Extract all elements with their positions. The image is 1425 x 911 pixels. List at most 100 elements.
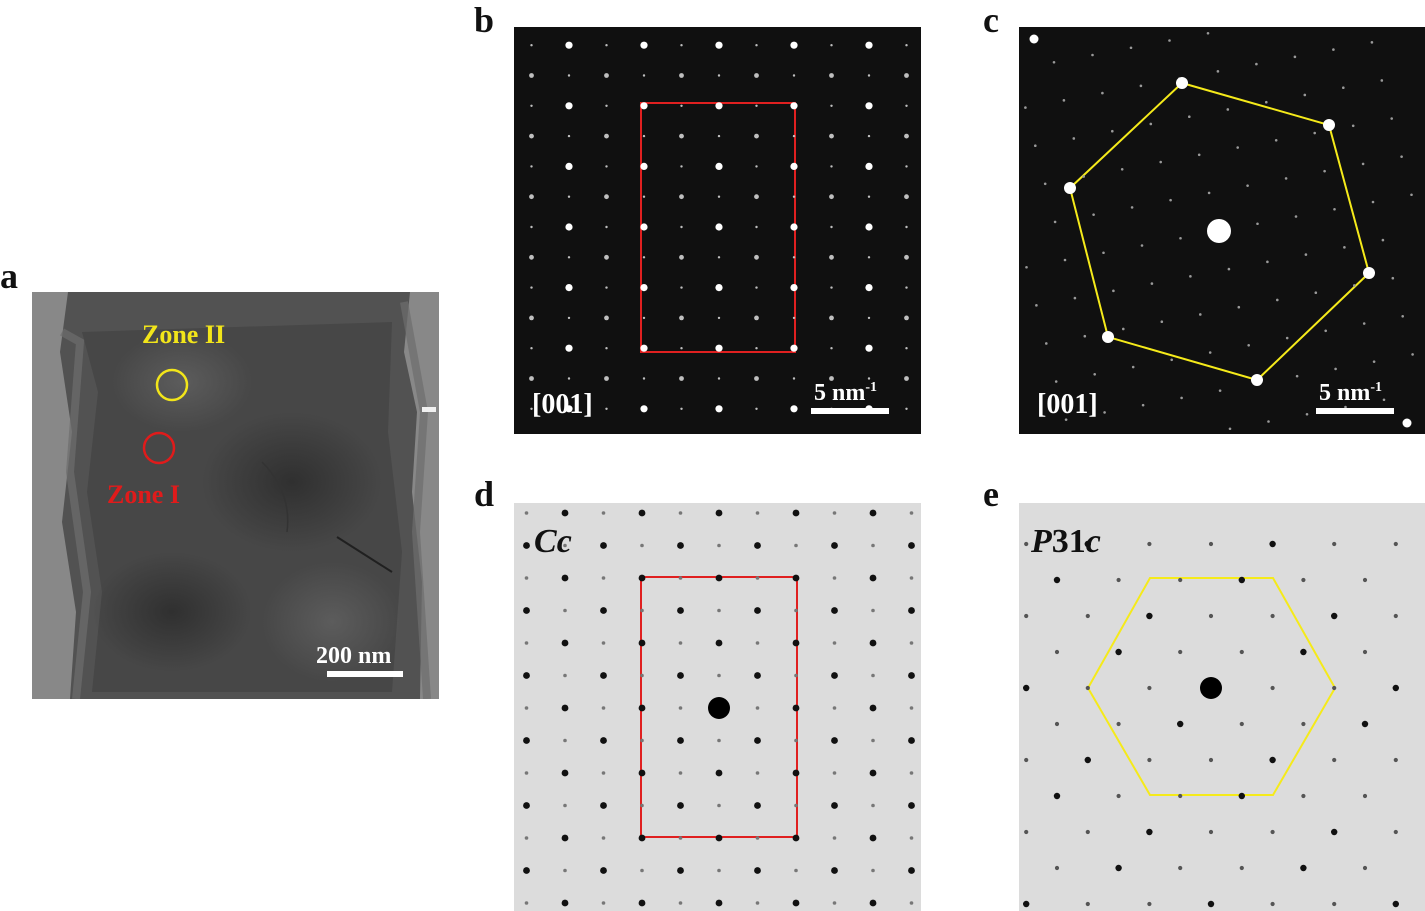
simulated-spot: [1332, 541, 1337, 547]
diffraction-spot: [755, 104, 758, 108]
simulated-spot: [1178, 865, 1183, 871]
simulated-spot: [524, 901, 529, 905]
diffraction-spot: [904, 315, 909, 321]
diffraction-spot: [790, 344, 798, 352]
diffraction-spot: [905, 165, 908, 168]
simulated-spot: [561, 509, 569, 517]
simulated-spot: [755, 576, 760, 580]
diffraction-spot: [605, 225, 608, 229]
simulated-spot: [638, 769, 646, 777]
diffraction-spot: [640, 284, 648, 292]
simulated-spot: [832, 901, 837, 905]
diffraction-spot: [1276, 298, 1279, 302]
simulated-spot: [638, 639, 646, 647]
diffraction-spot: [1382, 398, 1386, 402]
simulated-spot: [638, 509, 646, 517]
diffraction-spot: [1083, 334, 1087, 338]
diffraction-spot: [905, 286, 908, 289]
diffraction-spot: [754, 315, 759, 321]
diffraction-spot: [1332, 48, 1335, 51]
diffraction-spot: [865, 344, 873, 352]
simulated-spot: [755, 836, 760, 840]
simulated-spot: [1238, 792, 1245, 800]
diffraction-spot: [1381, 238, 1385, 242]
zone-i-label: Zone I: [107, 480, 180, 509]
diffraction-spot: [829, 73, 834, 78]
diffraction-spot: [529, 73, 534, 78]
simulated-spot: [869, 574, 877, 582]
diffraction-spot: [904, 133, 909, 139]
scale-value-c: 5 nm: [1319, 380, 1371, 406]
simulated-spot: [715, 574, 723, 582]
diffraction-spot: [1169, 198, 1172, 202]
diffraction-spot: [530, 286, 533, 289]
diffraction-spot: [1411, 353, 1414, 356]
diffraction-spot: [605, 347, 608, 350]
simulated-spot: [792, 509, 800, 517]
diffraction-spot: [1168, 39, 1171, 42]
diffraction-panel-c: [001] 5 nm-1: [1019, 27, 1425, 434]
diffraction-spot: [790, 284, 798, 292]
simulated-spot: [561, 834, 569, 842]
central-beam-spot: [708, 697, 730, 719]
simulated-spot: [1178, 793, 1183, 799]
simulated-spot: [638, 899, 646, 907]
diffraction-spot: [640, 41, 648, 49]
panel-letter-b: b: [474, 0, 495, 40]
simulated-spot: [908, 867, 915, 874]
diffraction-spot: [679, 315, 684, 321]
diffraction-spot: [1131, 365, 1135, 369]
simulated-spot: [755, 511, 760, 515]
diffraction-spot: [1092, 213, 1095, 216]
diffraction-spot: [680, 225, 683, 229]
diffraction-spot: [1304, 253, 1308, 256]
diffraction-spot: [567, 134, 571, 138]
diffraction-spot: [680, 347, 683, 350]
diffraction-spot: [755, 225, 758, 229]
simulated-spot: [1085, 613, 1090, 619]
simulated-spot: [1115, 648, 1122, 656]
diffraction-spot: [830, 104, 833, 108]
diffraction-spot: [905, 44, 908, 47]
diffraction-spot: [792, 134, 796, 138]
simulated-spot: [794, 608, 798, 613]
simulated-spot: [717, 608, 721, 613]
diffraction-spot: [1150, 282, 1154, 285]
simulated-spot: [1146, 828, 1153, 836]
diffraction-spot: [1372, 360, 1376, 363]
simulated-spot: [601, 901, 606, 905]
diffraction-spot: [1401, 315, 1404, 318]
diffraction-spot: [1139, 84, 1143, 88]
bright-spot: [1029, 34, 1039, 44]
scale-exponent-c: -1: [1370, 380, 1383, 395]
diffraction-spot: [1313, 131, 1316, 135]
simulated-spot: [600, 802, 607, 809]
diffraction-spot: [1255, 62, 1258, 66]
simulated-spot: [869, 639, 877, 647]
simulated-spot: [792, 574, 800, 582]
diffraction-spot: [1122, 327, 1125, 331]
diffraction-spot: [605, 104, 608, 108]
simulated-pattern-e: [1023, 540, 1399, 908]
simulated-spot: [1178, 577, 1183, 583]
simulated-spot: [1116, 793, 1121, 799]
diffraction-spot: [1342, 86, 1345, 89]
simulated-spot: [640, 543, 644, 548]
diffraction-spot: [1112, 289, 1115, 293]
simulated-spot: [909, 771, 914, 775]
simulated-spot: [601, 641, 606, 645]
diffraction-spot: [1256, 222, 1259, 226]
simulated-spot: [1054, 649, 1060, 655]
central-beam-spot: [1200, 677, 1222, 699]
simulated-spot: [871, 803, 875, 808]
simulated-spot: [1332, 901, 1337, 907]
diffraction-spot: [1130, 206, 1134, 209]
zone-axis-label-c: [001]: [1037, 389, 1098, 420]
diffraction-spot: [829, 376, 834, 381]
simulated-spot: [754, 737, 761, 744]
diffraction-spot: [717, 134, 721, 138]
simulated-spot: [1208, 757, 1214, 763]
diffraction-spot: [1091, 53, 1094, 57]
simulated-spot: [908, 672, 915, 679]
diffraction-spot: [1227, 267, 1231, 271]
